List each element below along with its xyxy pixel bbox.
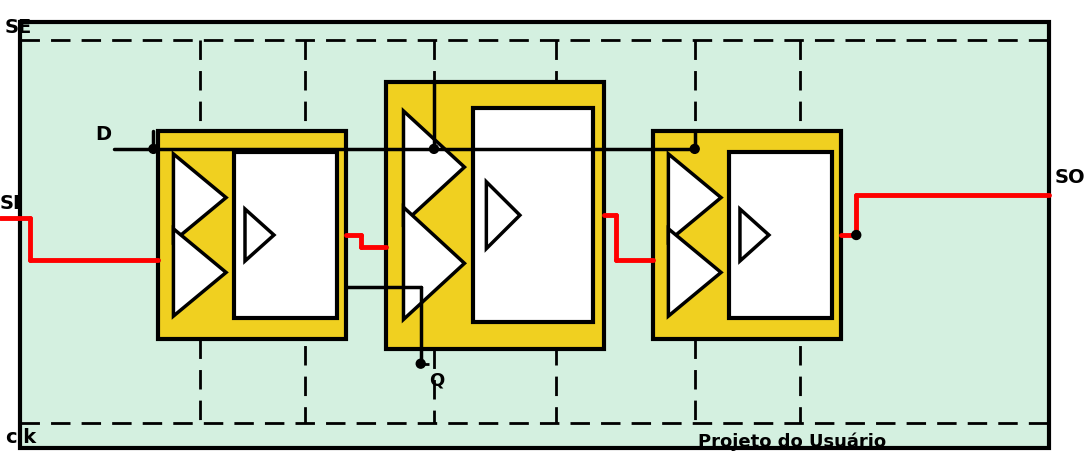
Circle shape bbox=[429, 144, 438, 153]
Polygon shape bbox=[403, 207, 464, 320]
Text: Projeto do Usuário: Projeto do Usuário bbox=[698, 433, 886, 452]
Circle shape bbox=[416, 359, 425, 368]
Bar bbox=[653, 131, 841, 339]
Text: D: D bbox=[96, 125, 112, 144]
Bar bbox=[159, 131, 347, 339]
Text: clk: clk bbox=[5, 428, 36, 447]
Polygon shape bbox=[245, 209, 274, 261]
Circle shape bbox=[852, 230, 861, 239]
Bar bbox=[728, 152, 832, 318]
Text: Q: Q bbox=[428, 371, 443, 389]
Text: SI: SI bbox=[0, 194, 21, 213]
Bar bbox=[473, 108, 592, 322]
Polygon shape bbox=[669, 229, 721, 316]
Text: SO: SO bbox=[1054, 169, 1085, 187]
Polygon shape bbox=[486, 182, 520, 249]
Polygon shape bbox=[174, 229, 226, 316]
Text: SE: SE bbox=[5, 18, 33, 37]
Circle shape bbox=[690, 144, 699, 153]
Bar bbox=[386, 82, 604, 349]
Bar bbox=[234, 152, 337, 318]
Polygon shape bbox=[403, 111, 464, 223]
Circle shape bbox=[149, 144, 158, 153]
Polygon shape bbox=[174, 154, 226, 241]
Polygon shape bbox=[740, 209, 769, 261]
Polygon shape bbox=[669, 154, 721, 241]
